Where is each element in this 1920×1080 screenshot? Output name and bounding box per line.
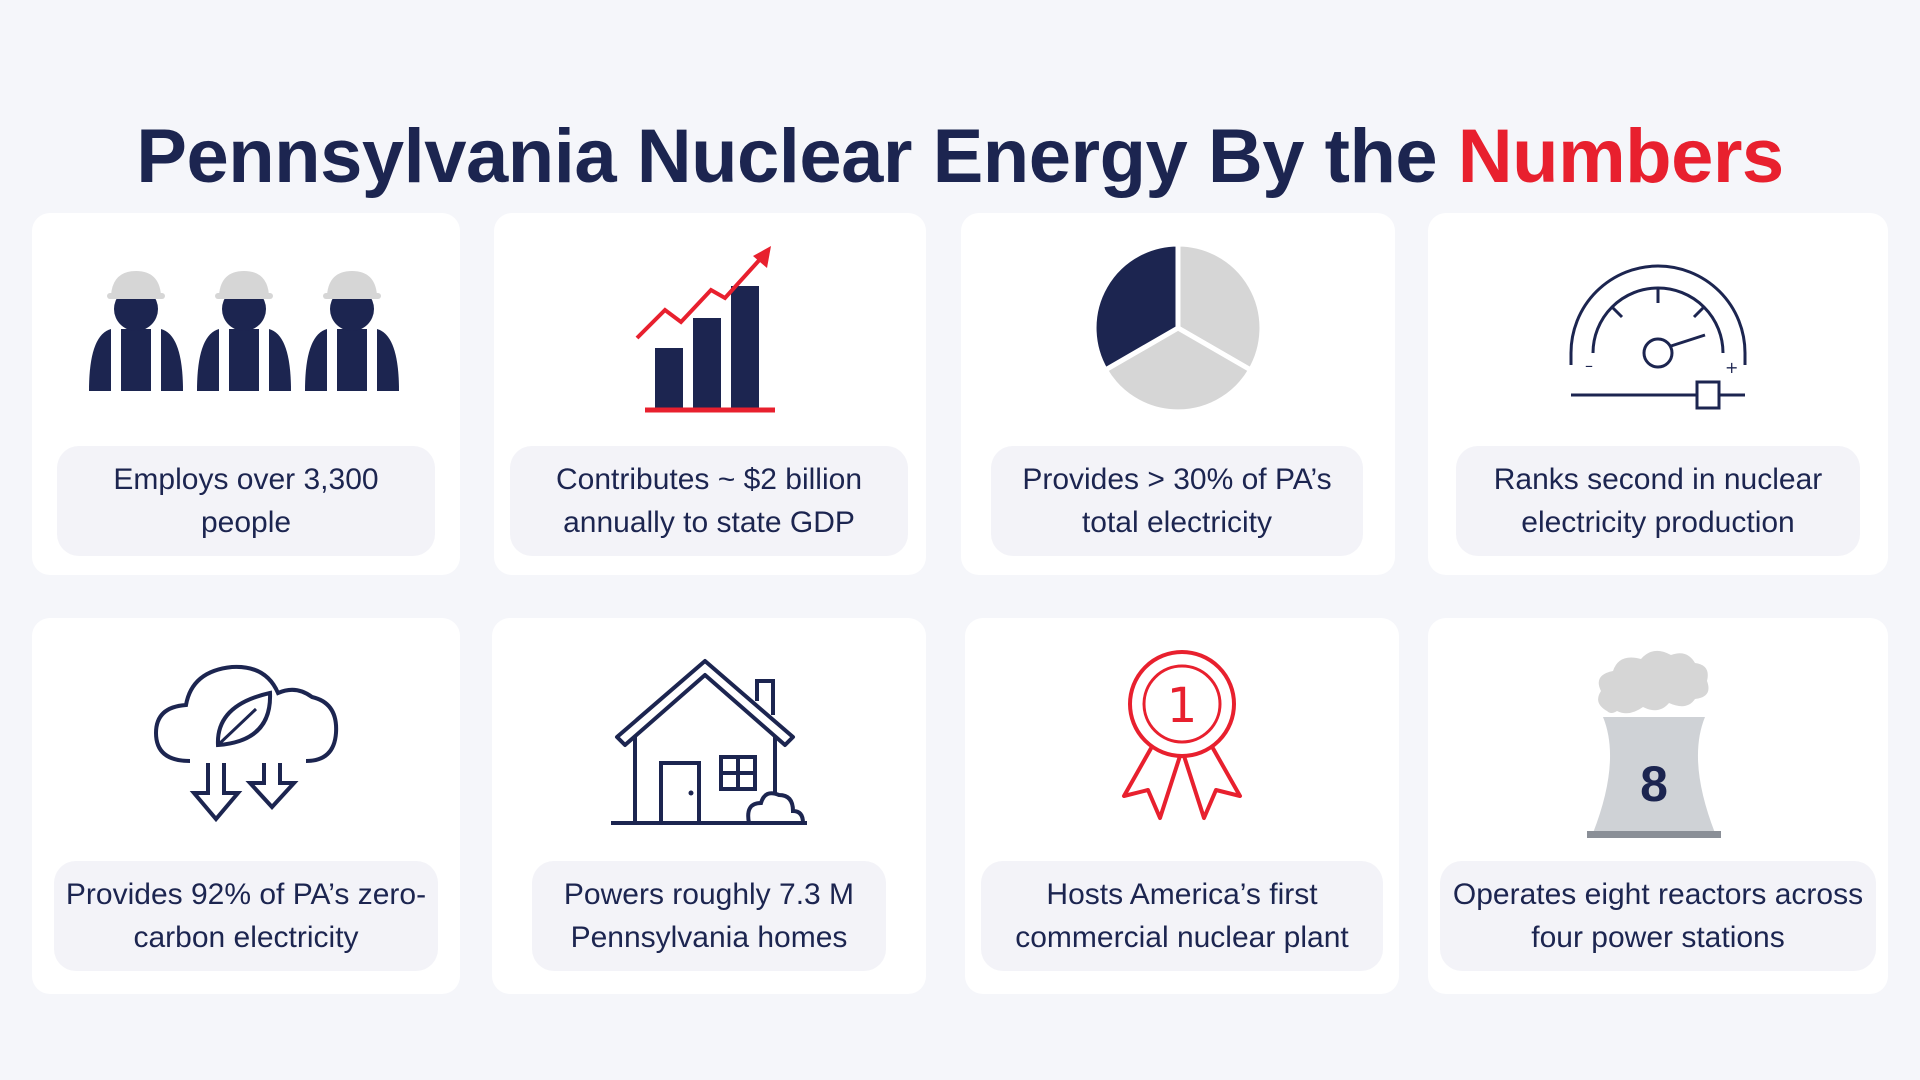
stat-card-rank: – + Ranks second in nuclear electricity … xyxy=(1428,213,1888,575)
stat-caption: Contributes ~ $2 billion annually to sta… xyxy=(510,446,908,556)
page-title: Pennsylvania Nuclear Energy By the Numbe… xyxy=(0,113,1920,200)
cloud-leaf-icon xyxy=(32,618,460,863)
stat-caption: Employs over 3,300 people xyxy=(57,446,435,556)
gauge-icon: – + xyxy=(1428,213,1888,443)
reactor-count-badge: 8 xyxy=(1640,756,1668,812)
stat-caption: Provides > 30% of PA’s total electricity xyxy=(991,446,1363,556)
stat-caption: Provides 92% of PA’s zero-carbon electri… xyxy=(54,861,438,971)
cooling-tower-icon: 8 xyxy=(1428,618,1888,863)
stat-caption: Ranks second in nuclear electricity prod… xyxy=(1456,446,1860,556)
stat-caption: Powers roughly 7.3 M Pennsylvania homes xyxy=(532,861,886,971)
stat-card-first-plant: 1 Hosts America’s first commercial nucle… xyxy=(965,618,1399,994)
svg-text:–: – xyxy=(1585,356,1593,375)
stat-card-zero-carbon: Provides 92% of PA’s zero-carbon electri… xyxy=(32,618,460,994)
stat-card-reactors: 8 Operates eight reactors across four po… xyxy=(1428,618,1888,994)
award-ribbon-icon: 1 xyxy=(965,618,1399,863)
stat-card-employment: Employs over 3,300 people xyxy=(32,213,460,575)
house-icon xyxy=(492,618,926,863)
title-accent: Numbers xyxy=(1457,113,1784,199)
stat-caption: Operates eight reactors across four powe… xyxy=(1440,861,1876,971)
workers-icon xyxy=(32,213,460,443)
title-prefix: Pennsylvania Nuclear Energy By the xyxy=(136,113,1438,199)
award-badge-number: 1 xyxy=(1167,678,1198,734)
stat-caption: Hosts America’s first commercial nuclear… xyxy=(981,861,1383,971)
stat-card-homes: Powers roughly 7.3 M Pennsylvania homes xyxy=(492,618,926,994)
stat-card-electricity-share: Provides > 30% of PA’s total electricity xyxy=(961,213,1395,575)
stat-card-gdp: Contributes ~ $2 billion annually to sta… xyxy=(494,213,926,575)
pie-chart-icon xyxy=(961,213,1395,443)
growth-chart-icon xyxy=(494,213,926,443)
svg-text:+: + xyxy=(1725,358,1738,377)
